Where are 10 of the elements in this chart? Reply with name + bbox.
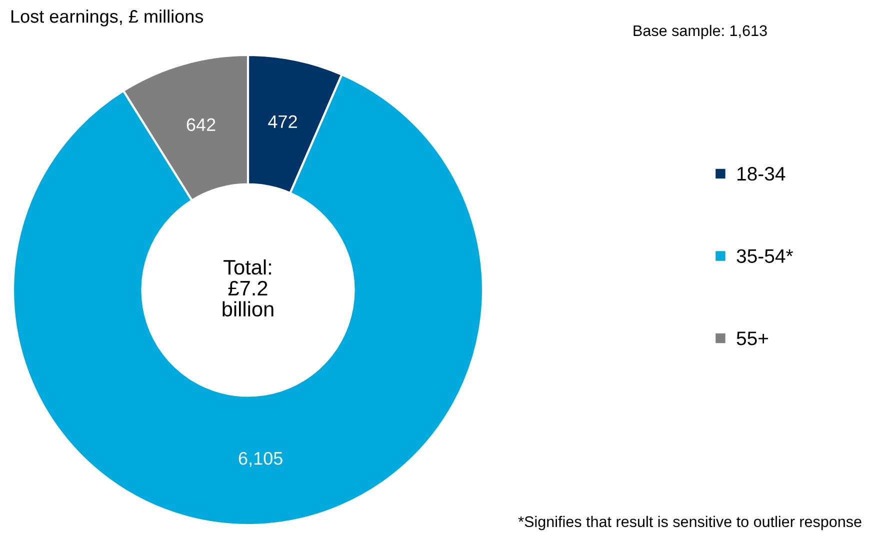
legend-label: 35-54* [736, 249, 794, 263]
data-label: 642 [186, 118, 216, 132]
chart-subtitle: Base sample: 1,613 [634, 24, 767, 40]
data-label: 6,105 [238, 452, 282, 467]
legend-label: 55+ [736, 332, 768, 346]
text: *Signifies that result is sensitive to outlier response [518, 516, 862, 530]
chart-title: Lost earnings, £ millions [11, 10, 204, 26]
text: Total: £7.2 billion [222, 259, 274, 317]
legend-label: 18-34 [738, 166, 786, 181]
data-label: 472 [268, 115, 297, 128]
